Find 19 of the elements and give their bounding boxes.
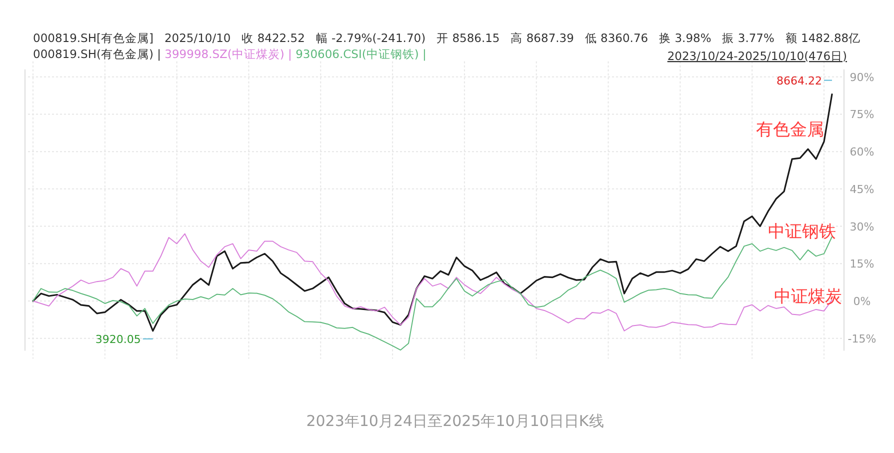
annotation: 有色金属 [756, 120, 824, 140]
y-tick-label: 75% [850, 108, 874, 122]
text: 000819.SH[有色金属] 2025/10/10 收 8422.52 幅 -2.79%(-241.70) 开 8586.15 高 8687.39 低 8360.76 换 3.98% 振 3.77% 额 1482.88亿 [33, 31, 861, 45]
y-tick-label: 15% [850, 258, 874, 271]
text: 930606.CSI(中证钢铁) | [296, 47, 426, 61]
annotation: 中证钢铁 [768, 222, 836, 242]
y-tick-label: 45% [850, 182, 874, 196]
annotation: 8664.22 [776, 74, 822, 88]
y-tick-label: 30% [850, 220, 874, 234]
text: 2023年10月24日至2025年10月10日日K线 [306, 412, 604, 430]
text: 000819.SH(有色金属) | [33, 47, 165, 61]
annotation: 中证煤炭 [774, 287, 842, 307]
y-tick-label: 0% [853, 294, 871, 308]
annotation: 3920.05 [95, 332, 141, 346]
text: 2023/10/24-2025/10/10(476日) [667, 49, 847, 63]
text: 399998.SZ(中证煤炭) | [164, 47, 296, 61]
y-tick-label: 90% [850, 70, 874, 84]
y-tick-label: -15% [848, 332, 876, 346]
y-tick-label: 60% [850, 146, 874, 159]
